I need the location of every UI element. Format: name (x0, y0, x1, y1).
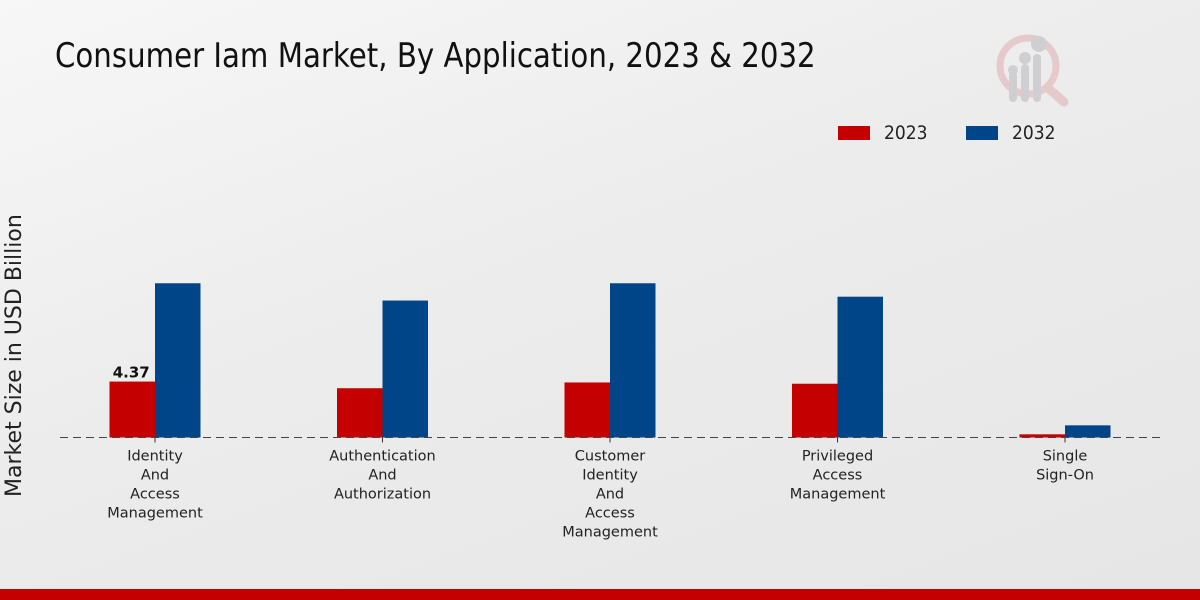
legend-swatch-2023 (838, 126, 870, 140)
bar-2023-4 (1019, 434, 1065, 438)
bar-2032-2 (610, 283, 656, 438)
footer-accent-bar (0, 589, 1200, 600)
bar-2023-2 (564, 382, 610, 438)
legend-label: 2032 (1012, 122, 1056, 144)
chart-legend: 2023 2032 (838, 122, 1095, 144)
bar-2032-1 (382, 300, 428, 438)
bar-2032-0 (155, 283, 201, 438)
bar-2023-1 (337, 388, 383, 438)
bar-2032-4 (1065, 425, 1111, 438)
x-tick-label: Identity And Access Management (107, 449, 203, 522)
x-tick-label: Privileged Access Management (790, 449, 886, 503)
legend-label: 2023 (884, 122, 928, 144)
x-tick-label: Customer Identity And Access Management (562, 449, 658, 541)
bar-2023-3 (792, 383, 838, 438)
x-tick-label: Authentication And Authorization (329, 449, 435, 503)
x-tick-label: Single Sign-On (1036, 449, 1094, 484)
legend-item-2023[interactable]: 2023 (838, 122, 932, 144)
legend-item-2032[interactable]: 2032 (966, 122, 1060, 144)
data-label: 4.37 (113, 364, 150, 382)
legend-swatch-2032 (966, 126, 999, 140)
bar-2032-3 (837, 296, 883, 438)
bar-2023-0 (109, 381, 155, 438)
chart-title: Consumer Iam Market, By Application, 202… (55, 36, 816, 76)
market-research-magnifier-logo-icon (994, 30, 1074, 110)
